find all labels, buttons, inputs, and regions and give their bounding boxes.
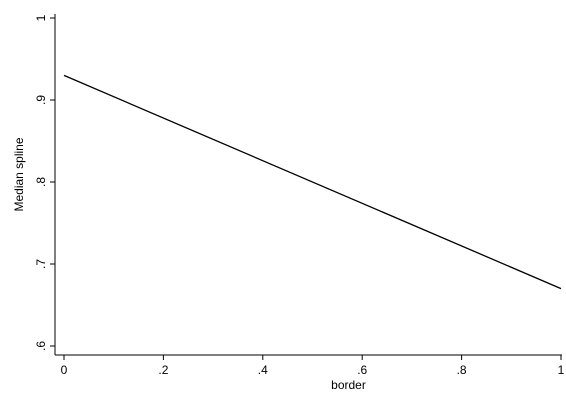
x-axis-ticks: 0 .2 .4 .6 .8 1 [61, 355, 565, 377]
y-tick-label: .9 [34, 95, 48, 105]
y-axis-title: Median spline [12, 137, 26, 211]
x-tick-label: .4 [258, 363, 268, 377]
series-line [63, 74, 562, 290]
x-tick-label: .2 [158, 363, 168, 377]
x-tick-label: 0 [61, 363, 68, 377]
x-tick-label: .8 [457, 363, 467, 377]
x-tick-label: 1 [558, 363, 565, 377]
y-axis-ticks: .6 .7 .8 .9 1 [34, 14, 55, 351]
y-tick-label: .7 [34, 259, 48, 269]
x-axis-title: border [331, 378, 366, 392]
y-tick-label: .8 [34, 177, 48, 187]
x-tick-label: .6 [357, 363, 367, 377]
y-tick-label: 1 [34, 14, 48, 21]
y-tick-label: .6 [34, 341, 48, 351]
series-group [63, 74, 562, 290]
